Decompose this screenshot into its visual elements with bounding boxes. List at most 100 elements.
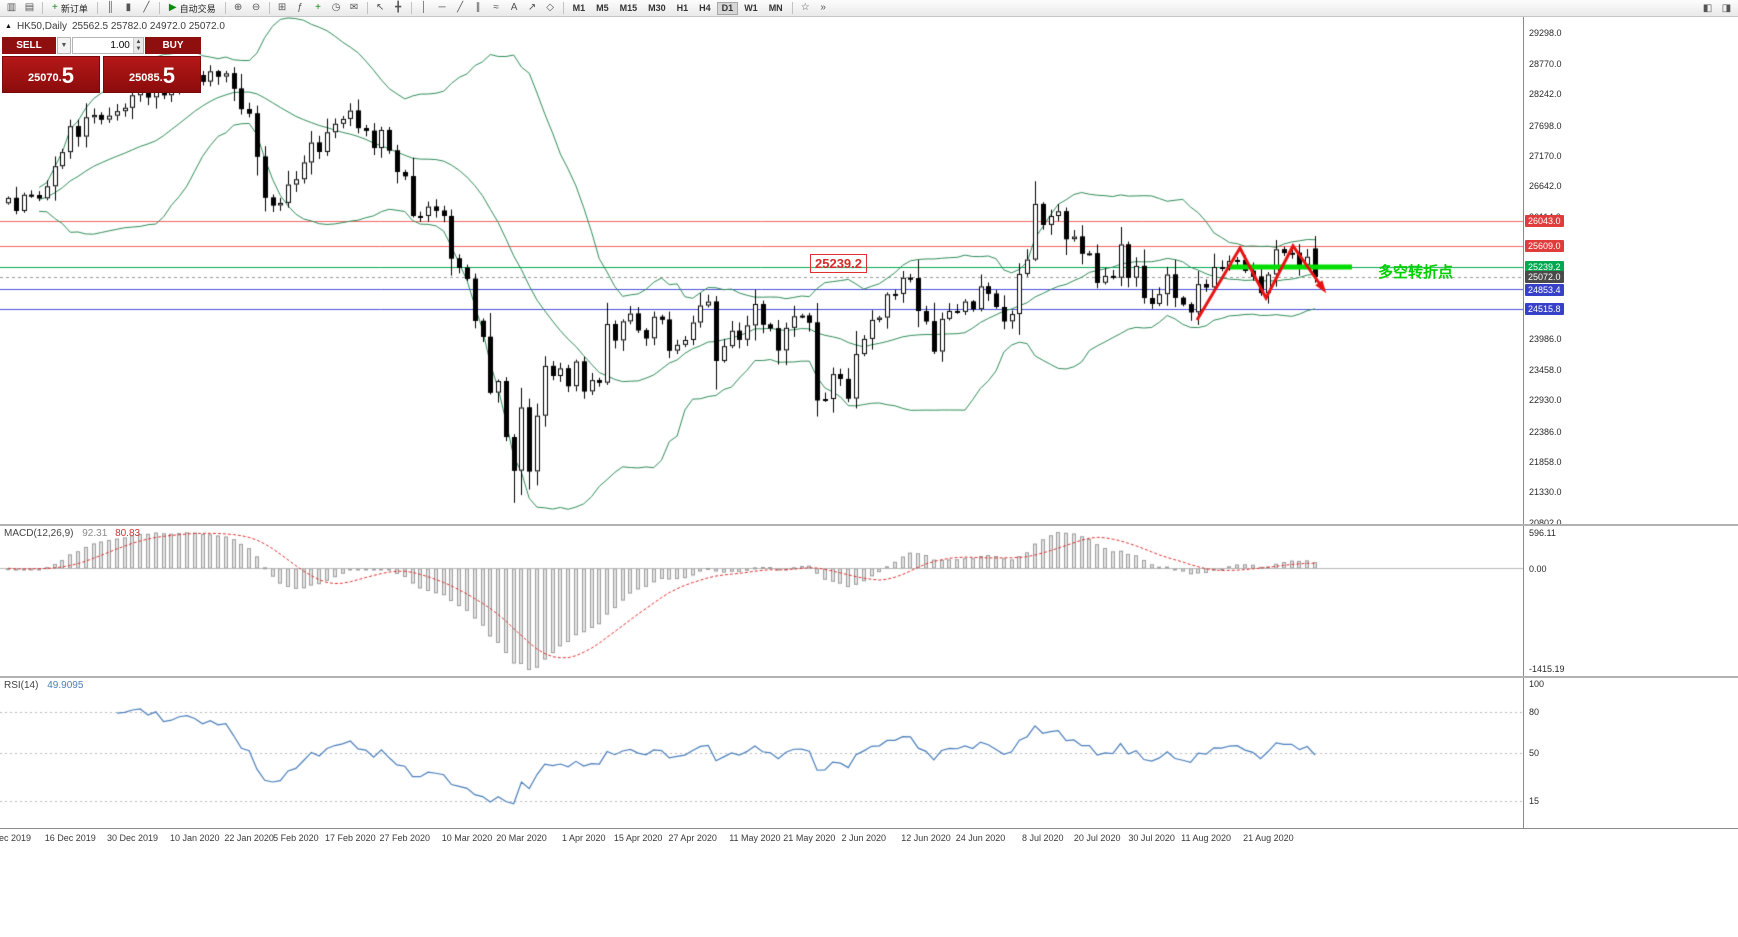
new-order-button[interactable]: + 新订单 — [47, 1, 93, 15]
indicators-icon[interactable]: ƒ — [292, 1, 309, 15]
add-indicator-icon: + — [315, 2, 321, 13]
price-tick-label: 22930.0 — [1529, 395, 1562, 406]
favorites-icon[interactable]: ☆ — [797, 1, 814, 15]
date-tick-label: 30 Jul 2020 — [1128, 833, 1175, 843]
text-icon: A — [510, 2, 518, 13]
date-tick-label: 21 May 2020 — [783, 833, 836, 843]
macd-signal-value: 80.83 — [115, 528, 141, 539]
turning-point-label[interactable]: 多空转折点 — [1378, 264, 1454, 281]
main-chart-canvas[interactable] — [0, 17, 1523, 524]
toolbar-button-label: 自动交易 — [179, 3, 216, 14]
price-axis: 29298.0 28770.0 28242.0 27698.0 27170.0 26642… — [1523, 17, 1619, 528]
macd-canvas[interactable] — [0, 526, 1523, 676]
fibonacci-icon[interactable]: ≈ — [488, 1, 505, 15]
timeframe-m1[interactable]: M1 — [572, 3, 586, 13]
date-tick-label: 30 Dec 2019 — [106, 833, 158, 843]
timeframe-m15[interactable]: M15 — [619, 3, 638, 13]
date-tick-label: 20 Jul 2020 — [1073, 833, 1121, 843]
periods-icon[interactable]: ◷ — [328, 1, 345, 15]
line-chart-icon[interactable]: ╱ — [138, 1, 155, 15]
candlestick-chart-icon[interactable]: ▮ — [120, 1, 137, 15]
toolbar-separator — [366, 2, 368, 14]
timeframe-m30[interactable]: M30 — [648, 3, 666, 13]
text-icon[interactable]: A — [506, 1, 523, 15]
one-click-trading-panel: SELL ▼ ▲ ▼ BUY 25070. 5 — [2, 37, 201, 93]
volume-up-button[interactable]: ▲ — [132, 38, 143, 46]
horizontal-line-icon[interactable]: ─ — [434, 1, 451, 15]
add-indicator-icon[interactable]: + — [310, 1, 327, 15]
timeframe-mn[interactable]: MN — [768, 3, 783, 13]
date-tick-label: 11 May 2020 — [729, 833, 781, 843]
cursor-icon[interactable]: ↖ — [372, 1, 389, 15]
volume-input[interactable] — [73, 38, 133, 53]
one-click-collapse-icon[interactable]: ▲ — [5, 23, 12, 30]
price-tick-label: 28770.0 — [1529, 58, 1562, 69]
timeframe-h4[interactable]: H4 — [699, 3, 711, 13]
date-tick-label: 5 Feb 2020 — [273, 833, 319, 843]
buy-button[interactable]: BUY — [145, 37, 201, 54]
trendline-icon[interactable]: ╱ — [452, 1, 469, 15]
price-tick-label: 29298.0 — [1529, 28, 1562, 39]
date-tick-label: 4 Dec 2019 — [0, 833, 32, 843]
timeframe-w1[interactable]: W1 — [744, 3, 758, 13]
more-tools-icon[interactable]: » — [815, 1, 832, 15]
new-order-icon: + — [52, 2, 58, 13]
price-tick-label: 22386.0 — [1529, 426, 1562, 437]
buy-price-button[interactable]: 25085. 5 — [103, 56, 201, 93]
dock-right-icon[interactable]: ◨ — [1721, 2, 1732, 14]
timeframe-d1[interactable]: D1 — [716, 1, 739, 15]
order-type-dropdown[interactable]: ▼ — [57, 37, 71, 54]
sell-button[interactable]: SELL — [2, 37, 56, 54]
macd-tick-label: 596.11 — [1529, 528, 1556, 538]
price-level-badge: 25609.0 — [1525, 239, 1564, 252]
rsi-value: 49.9095 — [47, 680, 84, 691]
toolbar-button-label: 新订单 — [60, 3, 88, 14]
date-tick-label: 15 Apr 2020 — [613, 833, 663, 843]
channel-icon[interactable]: ∥ — [470, 1, 487, 15]
timeframe-m5[interactable]: M5 — [596, 3, 609, 13]
panel-separator[interactable] — [0, 524, 1738, 526]
mail-icon: ✉ — [349, 2, 359, 13]
rsi-canvas[interactable] — [0, 678, 1523, 828]
tile-windows-icon[interactable]: ⊞ — [274, 1, 291, 15]
date-tick-label: 10 Mar 2020 — [441, 833, 493, 843]
bar-chart-icon[interactable]: ║ — [102, 1, 119, 15]
candlestick-chart-icon: ▮ — [125, 2, 132, 13]
rsi-tick-label: 80 — [1529, 706, 1540, 717]
buy-price-main: 25085. — [129, 72, 163, 84]
price-level-badge: 25239.2 — [1525, 261, 1564, 274]
autotrading-icon: ▶ — [168, 2, 177, 13]
date-tick-label: 21 Aug 2020 — [1243, 833, 1294, 843]
shapes-icon[interactable]: ◇ — [542, 1, 559, 15]
panel-separator[interactable] — [0, 676, 1738, 678]
autotrading-button[interactable]: ▶ 自动交易 — [164, 1, 221, 15]
macd-name: MACD(12,26,9) — [4, 528, 74, 539]
chart-symbol-period: HK50,Daily — [16, 21, 67, 32]
arrow-icon[interactable]: ↗ — [524, 1, 541, 15]
fibonacci-icon: ≈ — [493, 2, 499, 13]
volume-down-button[interactable]: ▼ — [132, 45, 143, 53]
price-level-badge: 24853.4 — [1525, 283, 1564, 296]
zoom-in-icon[interactable]: ⊕ — [230, 1, 247, 15]
price-tick-label: 20802.0 — [1529, 517, 1562, 528]
rsi-tick-label: 15 — [1529, 796, 1540, 807]
vertical-line-icon[interactable]: │ — [416, 1, 433, 15]
new-window-icon[interactable]: ▥ — [3, 1, 20, 15]
date-tick-label: 16 Dec 2019 — [44, 833, 96, 843]
dock-left-icon[interactable]: ◧ — [1702, 2, 1713, 14]
toolbar-separator — [562, 2, 564, 14]
zoom-out-icon[interactable]: ⊖ — [248, 1, 265, 15]
macd-main-value: 92.31 — [82, 528, 108, 539]
trendline-icon: ╱ — [457, 2, 464, 13]
profiles-icon[interactable]: ▤ — [21, 1, 38, 15]
macd-panel: MACD(12,26,9) 92.31 80.83 596.11 0.00 -141… — [0, 526, 1738, 676]
timeframe-h1[interactable]: H1 — [676, 3, 689, 13]
sell-price-button[interactable]: 25070. 5 — [2, 56, 100, 93]
buy-price-fraction: 5 — [162, 63, 175, 88]
date-tick-label: 11 Aug 2020 — [1181, 833, 1232, 843]
mail-icon[interactable]: ✉ — [346, 1, 363, 15]
price-level-callout[interactable]: 25239.2 — [810, 254, 867, 273]
more-tools-icon: » — [820, 2, 826, 13]
toolbar-separator — [96, 2, 98, 14]
crosshair-icon[interactable]: ╋ — [390, 1, 407, 15]
